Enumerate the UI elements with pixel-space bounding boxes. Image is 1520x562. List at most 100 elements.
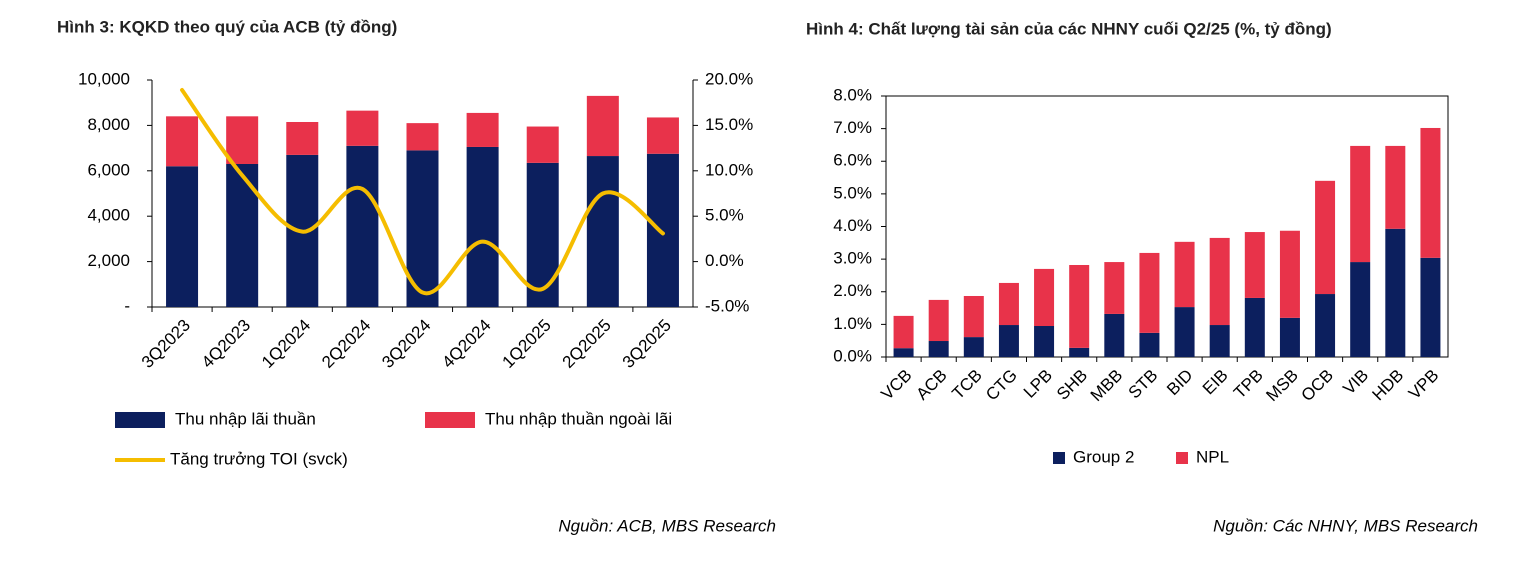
- y-tick-label: 10,000: [78, 69, 130, 88]
- x-tick-label: 3Q2023: [138, 316, 194, 372]
- bar-segment: [1069, 264, 1090, 348]
- y-tick-label: 2,000: [87, 251, 130, 270]
- x-tick-label: BID: [1163, 366, 1196, 399]
- y-tick-label: 4.0%: [833, 216, 872, 235]
- bar-segment: [526, 126, 559, 163]
- bar-segment: [1279, 317, 1300, 357]
- x-tick-label: 4Q2023: [198, 316, 254, 372]
- y-tick-label: 6.0%: [833, 151, 872, 170]
- chart-title: Hình 3: KQKD theo quý của ACB (tỷ đồng): [57, 17, 397, 36]
- y2-tick-label: 15.0%: [705, 115, 753, 134]
- bar-segment: [1209, 237, 1230, 326]
- bar-segment: [466, 146, 499, 307]
- bar-segment: [1104, 262, 1125, 314]
- bar-segment: [646, 117, 679, 154]
- legend-label: NPL: [1196, 447, 1229, 466]
- bar-segment: [346, 110, 379, 146]
- bar-segment: [893, 315, 914, 349]
- x-tick-label: 1Q2025: [499, 316, 555, 372]
- x-tick-label: HDB: [1368, 366, 1407, 405]
- bar-segment: [1279, 230, 1300, 318]
- bar-segment: [1069, 347, 1090, 357]
- y-tick-label: 7.0%: [833, 118, 872, 137]
- x-tick-label: OCB: [1298, 366, 1337, 405]
- bar-segment: [1385, 145, 1406, 229]
- x-tick-label: 3Q2025: [619, 316, 675, 372]
- bar-segment: [406, 123, 439, 151]
- y-tick-label: 2.0%: [833, 281, 872, 300]
- y-tick-label: -: [124, 296, 130, 315]
- x-tick-label: VCB: [877, 366, 915, 404]
- bar-segment: [998, 325, 1019, 357]
- bar-segment: [526, 162, 559, 307]
- legend-swatch: [425, 412, 475, 428]
- x-tick-label: MBB: [1087, 366, 1126, 405]
- bar-segment: [586, 95, 619, 157]
- bar-segment: [166, 116, 199, 167]
- bar-segment: [963, 337, 984, 357]
- bar-segment: [226, 116, 259, 164]
- x-tick-label: 3Q2024: [378, 316, 434, 372]
- y-tick-label: 4,000: [87, 206, 130, 225]
- y2-tick-label: -5.0%: [705, 296, 749, 315]
- x-tick-label: ACB: [913, 366, 951, 404]
- bar-segment: [1350, 262, 1371, 357]
- legend-label: Thu nhập thuần ngoài lãi: [485, 409, 672, 428]
- legend-swatch: [1053, 452, 1065, 464]
- y-tick-label: 1.0%: [833, 314, 872, 333]
- y2-tick-label: 0.0%: [705, 251, 744, 270]
- x-tick-label: 1Q2024: [258, 316, 314, 372]
- x-tick-label: VPB: [1405, 366, 1442, 403]
- bar-segment: [166, 166, 199, 307]
- bar-segment: [1315, 180, 1336, 295]
- bar-segment: [1420, 127, 1441, 258]
- bar-segment: [1315, 294, 1336, 357]
- y2-tick-label: 20.0%: [705, 69, 753, 88]
- bar-segment: [1209, 325, 1230, 357]
- bar-segment: [1139, 332, 1160, 357]
- y2-tick-label: 10.0%: [705, 160, 753, 179]
- bar-segment: [1244, 232, 1265, 298]
- bar-segment: [1139, 252, 1160, 333]
- bar-segment: [1174, 307, 1195, 357]
- y-tick-label: 8.0%: [833, 85, 872, 104]
- bar-segment: [1385, 228, 1406, 357]
- bar-segment: [893, 348, 914, 357]
- bar-segment: [928, 341, 949, 357]
- x-tick-label: 4Q2024: [438, 316, 494, 372]
- bar-segment: [998, 282, 1019, 326]
- bar-segment: [646, 153, 679, 307]
- chart-title: Hình 4: Chất lượng tài sản của các NHNY …: [806, 19, 1332, 38]
- x-tick-label: STB: [1125, 366, 1162, 403]
- bar-segment: [1034, 268, 1055, 327]
- bar-segment: [963, 295, 984, 338]
- x-tick-label: 2Q2024: [318, 316, 374, 372]
- y2-tick-label: 5.0%: [705, 206, 744, 225]
- bar-segment: [226, 163, 259, 307]
- y-tick-label: 0.0%: [833, 346, 872, 365]
- bar-segment: [1174, 241, 1195, 308]
- x-tick-label: VIB: [1339, 366, 1372, 399]
- legend-label: Thu nhập lãi thuần: [175, 409, 316, 428]
- x-tick-label: EIB: [1199, 366, 1232, 399]
- bar-segment: [1104, 313, 1125, 357]
- y-tick-label: 5.0%: [833, 183, 872, 202]
- x-tick-label: SHB: [1053, 366, 1091, 404]
- y-tick-label: 6,000: [87, 160, 130, 179]
- legend-swatch: [115, 412, 165, 428]
- source-note: Nguồn: Các NHNY, MBS Research: [1213, 516, 1478, 535]
- legend-label: Tăng trưởng TOI (svck): [170, 449, 348, 468]
- x-tick-label: MSB: [1262, 366, 1301, 405]
- bar-segment: [1034, 326, 1055, 357]
- x-tick-label: TPB: [1230, 366, 1267, 403]
- bar-segment: [466, 112, 499, 147]
- y-tick-label: 3.0%: [833, 249, 872, 268]
- y-tick-label: 8,000: [87, 115, 130, 134]
- x-tick-label: CTG: [982, 366, 1021, 405]
- bar-segment: [586, 156, 619, 307]
- bar-segment: [286, 121, 319, 155]
- legend-swatch: [1176, 452, 1188, 464]
- x-tick-label: LPB: [1020, 366, 1056, 402]
